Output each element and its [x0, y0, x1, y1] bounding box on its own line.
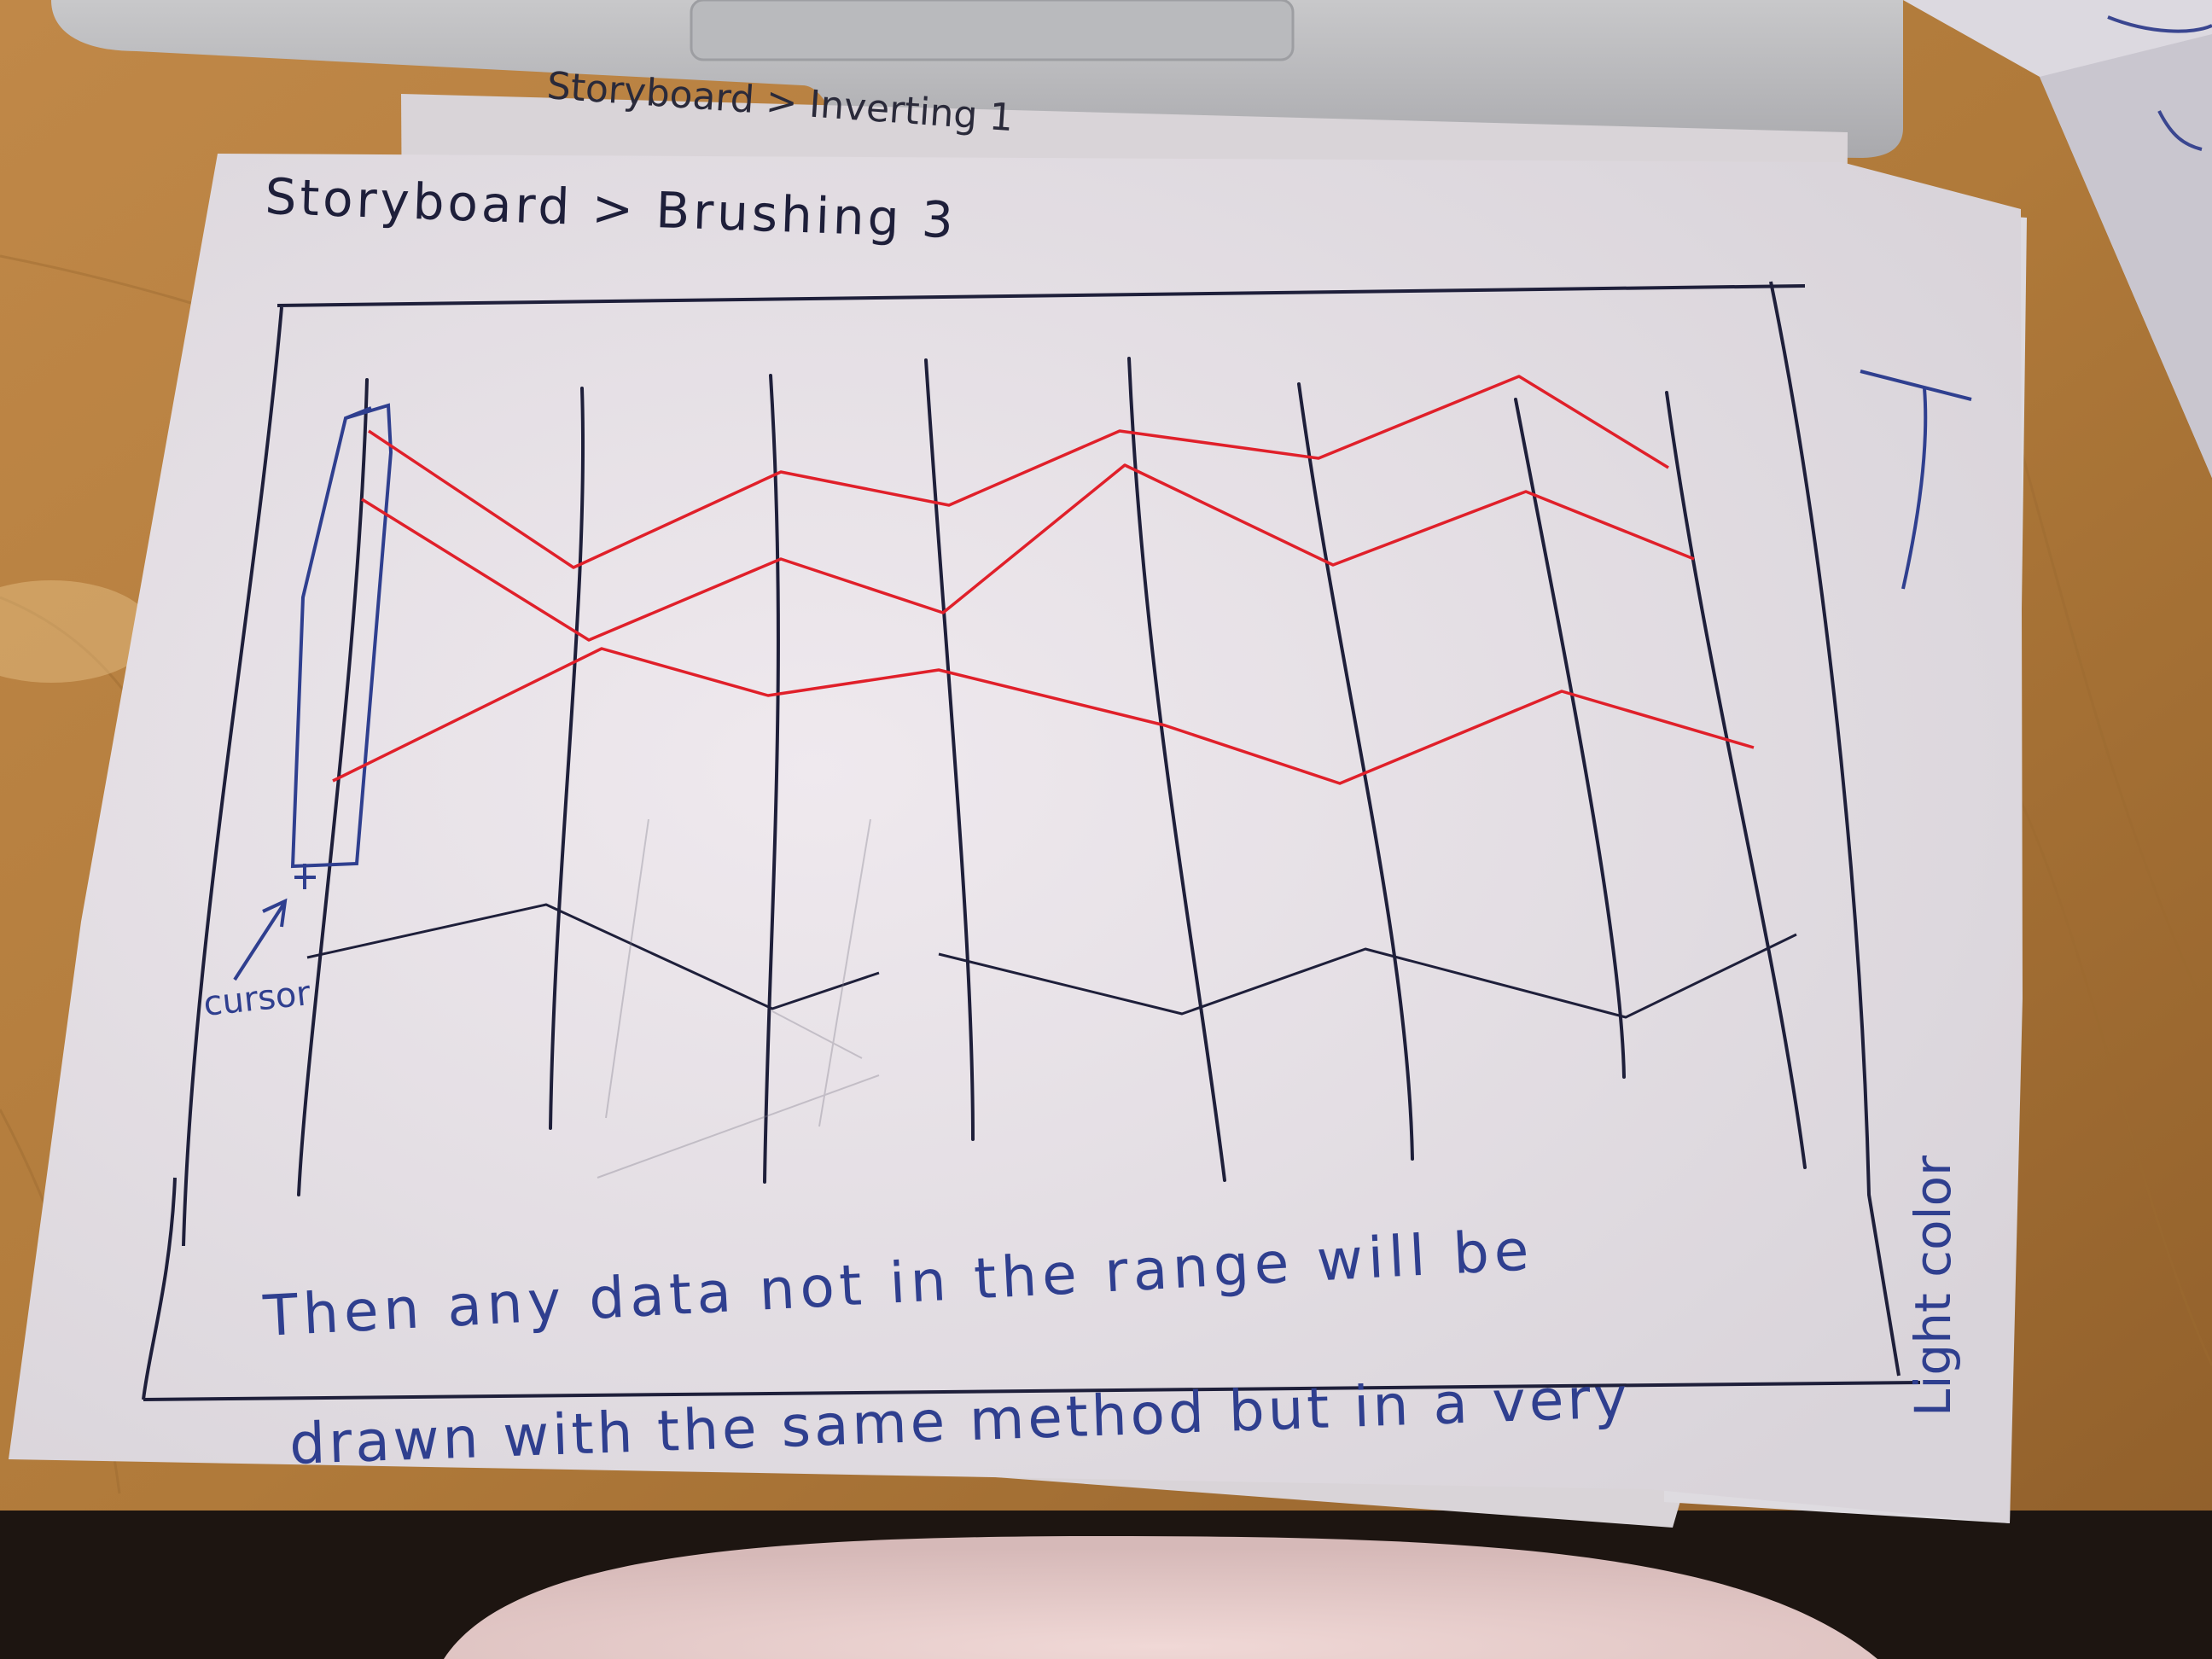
axis-3 — [763, 374, 780, 1184]
axes — [297, 357, 1807, 1196]
highlighted-line-3 — [332, 647, 1755, 785]
axis-2 — [549, 387, 585, 1130]
axis-7 — [1514, 398, 1626, 1079]
axis-8 — [1665, 391, 1807, 1169]
faded-line-1b — [938, 933, 1797, 1019]
knee — [444, 1536, 1877, 1659]
pencil-ghost-marks — [597, 818, 880, 1179]
cursor-icon — [294, 864, 316, 889]
cursor-arrow-icon — [233, 898, 288, 981]
axis-1 — [297, 378, 369, 1196]
laptop — [51, 0, 1903, 158]
side-note: Light color — [1904, 1155, 1962, 1417]
laptop-trackpad — [690, 0, 1295, 61]
side-note-bracket — [1860, 370, 1972, 590]
axis-6 — [1297, 382, 1414, 1161]
highlighted-lines — [332, 375, 1755, 785]
axis-4 — [924, 358, 975, 1141]
sketch-frame — [142, 281, 1921, 1401]
sketch-paper — [9, 154, 2023, 1523]
faded-lines — [306, 903, 1797, 1019]
right-papers — [1903, 0, 2212, 478]
highlighted-line-2 — [361, 463, 1695, 642]
faded-line-1 — [306, 903, 880, 1010]
highlighted-line-1 — [368, 375, 1669, 569]
table-glare — [0, 580, 154, 683]
brush-selection[interactable] — [290, 403, 393, 869]
axis-5 — [1127, 357, 1226, 1182]
